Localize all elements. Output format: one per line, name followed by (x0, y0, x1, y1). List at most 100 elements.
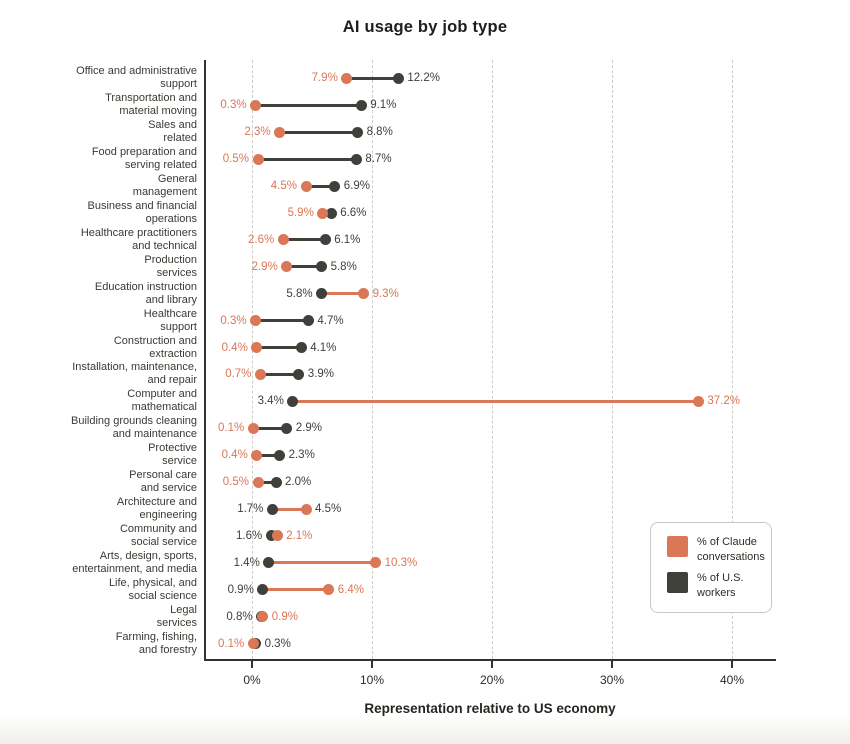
claude-value-label: 10.3% (384, 556, 418, 569)
connector-line (268, 561, 376, 565)
connector-line (283, 238, 326, 242)
workers-dot (281, 422, 293, 434)
workers-dot (350, 153, 362, 165)
x-tick-mark (491, 661, 493, 668)
claude-dot (247, 422, 259, 434)
category-label: Production services (0, 253, 197, 280)
claude-value-label: 2.3% (244, 126, 271, 139)
gridline (731, 60, 733, 659)
connector-line (346, 76, 399, 80)
category-label: Healthcare practitioners and technical (0, 226, 197, 253)
category-label: Farming, fishing, and forestry (0, 630, 197, 657)
category-label-line: Office and administrative (76, 65, 197, 78)
workers-dot (302, 315, 314, 327)
workers-dot (265, 530, 277, 542)
x-tick-label: 30% (599, 673, 625, 687)
claude-dot (300, 180, 312, 192)
claude-value-label: 2.1% (286, 529, 313, 542)
workers-dot (257, 584, 269, 596)
claude-value-label: 0.7% (225, 368, 252, 381)
claude-dot (251, 449, 263, 461)
category-label-line: and maintenance (112, 428, 197, 441)
category-label-line: and service (140, 482, 197, 495)
legend-item-workers: % of U.S. workers (667, 571, 765, 600)
connector-line (321, 292, 364, 296)
category-label-line: mathematical (131, 401, 197, 414)
claude-dot (250, 99, 262, 111)
claude-dot (274, 126, 286, 138)
workers-value-label: 0.9% (227, 583, 254, 596)
claude-dot (281, 261, 293, 273)
category-label: Arts, design, sports, entertainment, and … (0, 549, 197, 576)
workers-dot (287, 395, 299, 407)
category-label: Transportation and material moving (0, 92, 197, 119)
claude-dot (277, 234, 289, 246)
category-label-line: Production (144, 253, 197, 266)
workers-dot (270, 476, 282, 488)
category-label: Food preparation and serving related (0, 146, 197, 173)
workers-value-label: 0.3% (264, 637, 291, 650)
workers-value-label: 1.7% (237, 503, 264, 515)
category-label-line: Legal (170, 603, 197, 616)
gridline (251, 60, 253, 659)
category-label: Architecture and engineering (0, 496, 197, 523)
claude-dot (252, 476, 264, 488)
connector-line (286, 265, 322, 269)
category-label-line: Transportation and (105, 92, 197, 105)
claude-dot (317, 207, 329, 219)
x-tick-mark (611, 661, 613, 668)
category-label: General management (0, 173, 197, 200)
category-label: Life, physical, and social science (0, 576, 197, 603)
claude-dot (250, 315, 262, 327)
category-label: Education instruction and library (0, 280, 197, 307)
category-label-line: support (160, 320, 197, 333)
category-label-line: Building grounds cleaning (71, 415, 197, 428)
workers-value-label: 6.9% (343, 180, 371, 193)
gridline (491, 60, 493, 659)
workers-value-label: 8.7% (365, 153, 392, 166)
legend: % of Claude conversations % of U.S. workers (650, 522, 772, 613)
claude-value-label: 0.4% (221, 449, 248, 462)
workers-dot (263, 557, 275, 569)
legend-label-workers: % of U.S. workers (697, 572, 744, 599)
category-label-line: material moving (119, 105, 197, 118)
workers-value-label: 6.1% (334, 233, 361, 246)
claude-dot (257, 611, 269, 623)
category-label-line: Healthcare (143, 307, 197, 320)
connector-line (292, 399, 699, 403)
category-label-line: Protective (148, 442, 197, 455)
category-label-line: serving related (124, 159, 197, 172)
workers-value-label: 5.8% (286, 287, 313, 300)
x-axis-title: Representation relative to US economy (364, 701, 616, 716)
category-label: Personal care and service (0, 469, 197, 496)
claude-value-label: 2.9% (251, 260, 278, 273)
x-tick-label: 10% (359, 673, 385, 687)
claude-value-label: 4.5% (315, 503, 342, 515)
connector-line (260, 372, 299, 376)
category-label-line: Community and (119, 522, 197, 535)
x-axis-line (204, 659, 776, 661)
connector-line (279, 130, 358, 134)
workers-dot (316, 288, 328, 300)
workers-value-label: 3.9% (307, 368, 335, 381)
claude-value-label: 4.5% (270, 180, 297, 193)
connector-line (272, 507, 306, 511)
category-label-line: Business and financial (87, 199, 197, 212)
claude-value-label: 0.1% (217, 637, 245, 650)
category-label: Business and financial operations (0, 200, 197, 227)
connector-line (258, 480, 276, 484)
category-label-line: Sales and (148, 119, 197, 132)
claude-dot (358, 288, 370, 300)
x-tick-label: 20% (479, 673, 505, 687)
workers-value-label: 1.4% (233, 556, 260, 569)
category-label-line: management (132, 186, 197, 199)
workers-value-label: 0.8% (226, 610, 253, 623)
category-label-line: engineering (139, 508, 198, 521)
chart-title: AI usage by job type (342, 18, 508, 36)
workers-dot (355, 99, 367, 111)
workers-value-label: 3.4% (257, 395, 284, 408)
connector-line (253, 426, 287, 430)
category-label-line: operations (145, 212, 197, 225)
category-label-line: entertainment, and media (72, 562, 197, 575)
category-label-line: extraction (149, 347, 197, 360)
